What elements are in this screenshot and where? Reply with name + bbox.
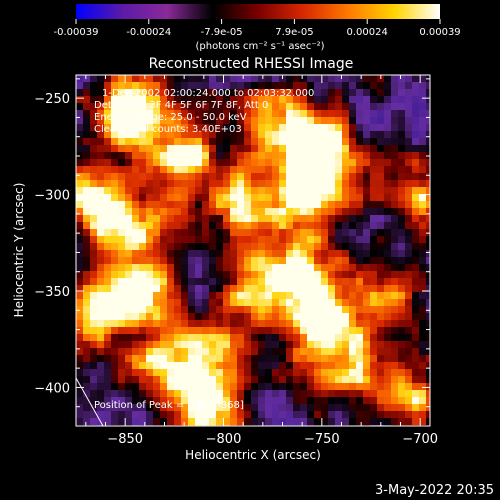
x-axis-label: Heliocentric X (arcsec): [185, 448, 321, 462]
colorbar-tick-label: 0.00024: [347, 27, 388, 38]
annotation-line: Detectors: 3F 4F 5F 6F 7F 8F, Att 0: [94, 100, 268, 111]
y-axis-label: Heliocentric Y (arcsec): [12, 183, 26, 318]
limb-line: [76, 377, 104, 426]
colorbar: -0.00039 -0.00024 -7.9e-05 7.9e-05 0.00024 0.…: [54, 4, 461, 52]
heatmap-image: [76, 75, 430, 426]
annotation-line: 1-Dec-2002 02:00:24.000 to 02:03:32.000: [102, 88, 314, 99]
y-tick-label: −400: [34, 381, 70, 396]
plot-frame: [75, 74, 431, 427]
colorbar-tick-label: 7.9e-05: [275, 27, 313, 38]
y-axis: −250 −300 −350 −400: [34, 78, 430, 408]
colorbar-tick-label: -0.00024: [126, 27, 171, 38]
colorbar-tick-label: -0.00039: [54, 27, 99, 38]
y-tick-label: −300: [34, 189, 70, 204]
y-tick-label: −350: [34, 285, 70, 300]
x-tick-label: −700: [402, 432, 438, 447]
x-tick-label: −850: [107, 432, 143, 447]
colorbar-ticks: [75, 19, 441, 24]
annotation-line: Clean Total counts: 3.40E+03: [94, 124, 242, 135]
peak-marker: [198, 397, 201, 410]
colorbar-tick-labels: -0.00039 -0.00024 -7.9e-05 7.9e-05 0.00024 0.…: [54, 27, 461, 38]
image-annotations: 1-Dec-2002 02:00:24.000 to 02:03:32.000D…: [94, 88, 314, 135]
footer-date: 3-May-2022 20:35: [375, 483, 494, 498]
colorbar-tick-label: 0.00039: [419, 27, 460, 38]
y-tick-label: −250: [34, 92, 70, 107]
chart-title: Reconstructed RHESSI Image: [149, 56, 354, 72]
colorbar-strip: [76, 4, 440, 19]
colorbar-tick-label: -7.9e-05: [201, 27, 243, 38]
x-tick-label: −750: [304, 432, 340, 447]
x-tick-label: −800: [206, 432, 242, 447]
colorbar-unit-label: (photons cm⁻² s⁻¹ asec⁻²): [195, 41, 324, 52]
peak-position-label: Position of Peak = [-752,-368]: [94, 400, 244, 411]
x-axis: −850 −800 −750 −700: [85, 75, 438, 447]
annotation-line: Energy Range: 25.0 - 50.0 keV: [94, 112, 247, 123]
